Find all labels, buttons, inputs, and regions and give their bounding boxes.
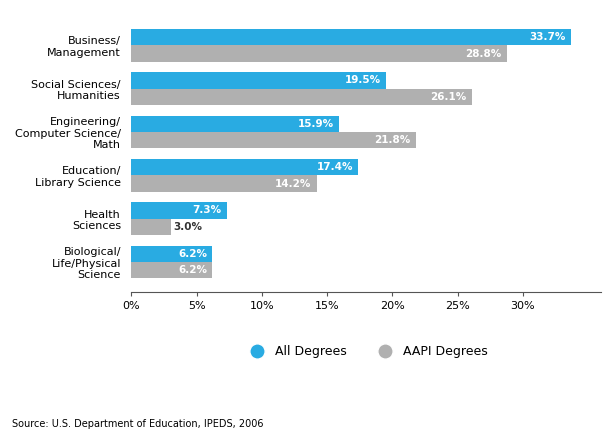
Text: 7.3%: 7.3% [192, 205, 221, 215]
Bar [131, 159, 359, 175]
Bar [131, 115, 339, 132]
Legend: All Degrees, AAPI Degrees: All Degrees, AAPI Degrees [239, 340, 493, 363]
Bar [131, 29, 571, 45]
Text: 3.0%: 3.0% [173, 222, 202, 232]
Text: 15.9%: 15.9% [298, 119, 334, 129]
Text: 33.7%: 33.7% [529, 32, 565, 42]
Bar [131, 202, 227, 219]
Text: 26.1%: 26.1% [431, 92, 467, 102]
Text: 17.4%: 17.4% [317, 162, 353, 172]
Bar [131, 219, 171, 235]
Text: 6.2%: 6.2% [178, 249, 207, 259]
Text: 21.8%: 21.8% [375, 135, 410, 145]
Bar [131, 45, 507, 62]
Bar [131, 132, 416, 148]
Bar [131, 245, 213, 262]
Text: 19.5%: 19.5% [344, 76, 381, 85]
Text: 14.2%: 14.2% [275, 178, 312, 189]
Bar [131, 175, 317, 192]
Text: 28.8%: 28.8% [466, 48, 502, 59]
Bar [131, 262, 213, 278]
Text: 6.2%: 6.2% [178, 265, 207, 275]
Bar [131, 89, 472, 105]
Bar [131, 72, 386, 89]
Text: Source: U.S. Department of Education, IPEDS, 2006: Source: U.S. Department of Education, IP… [12, 419, 264, 429]
